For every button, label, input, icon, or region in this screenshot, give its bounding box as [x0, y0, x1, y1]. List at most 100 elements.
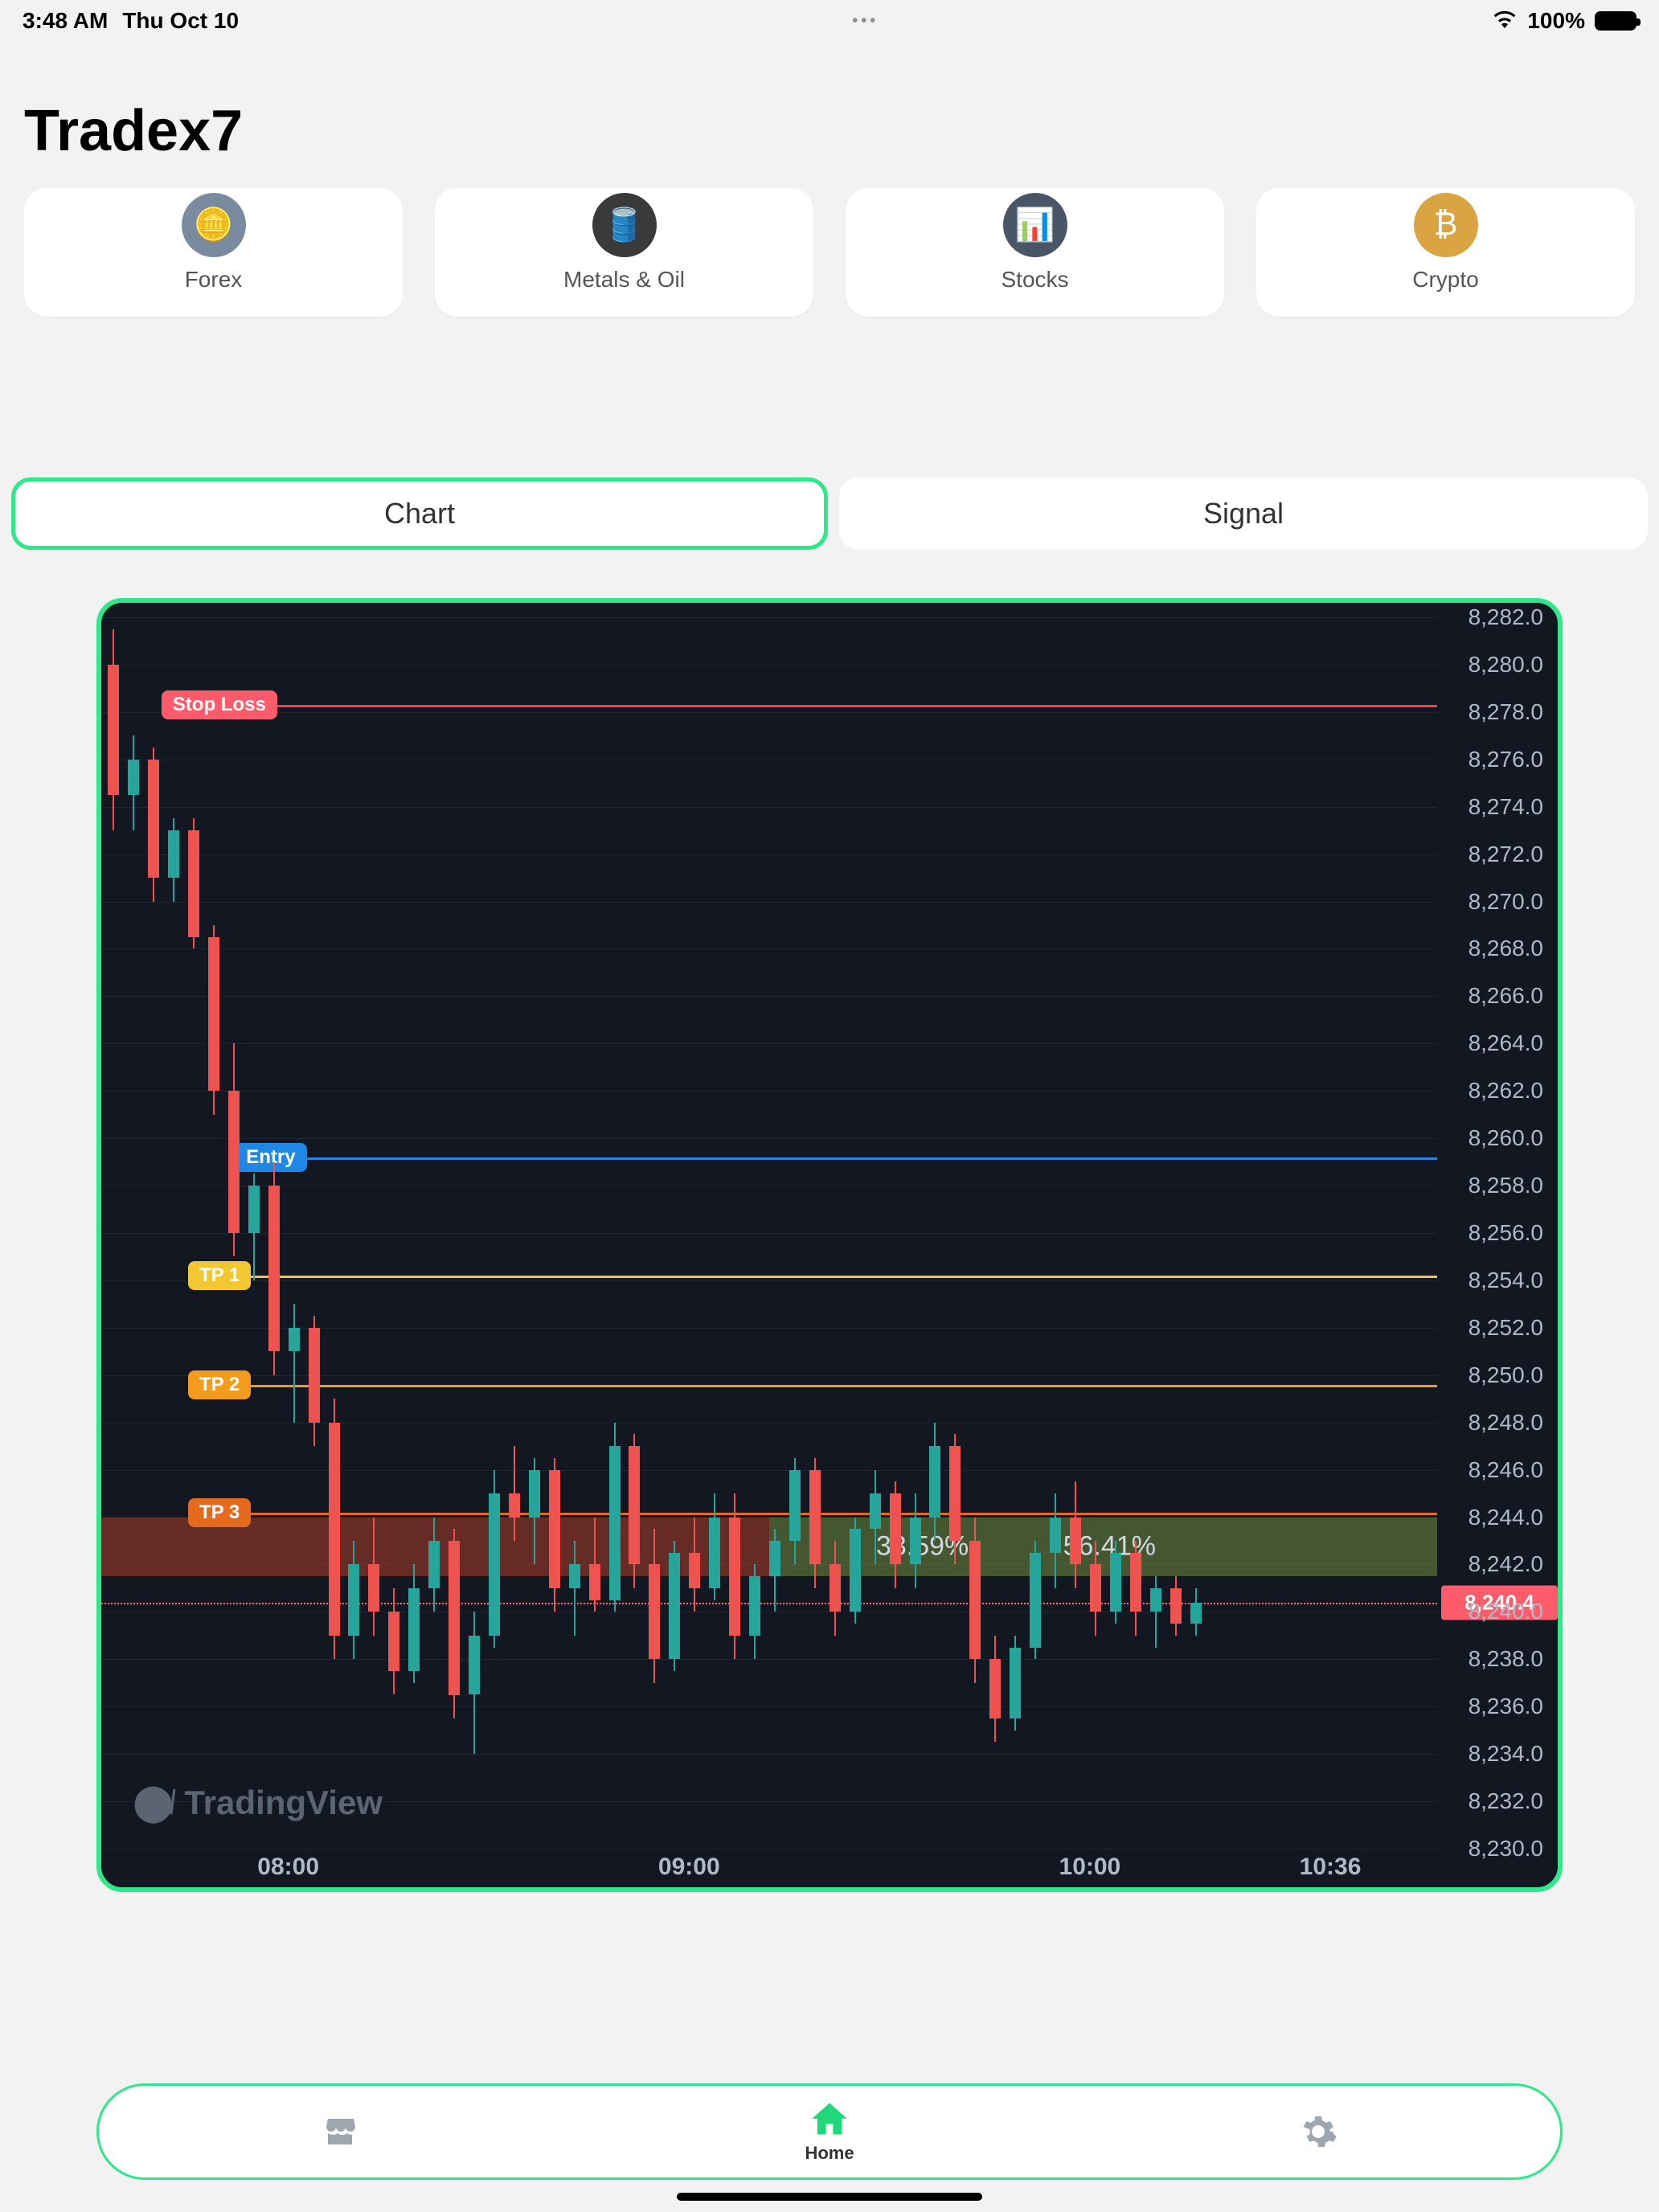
- gridline: [101, 617, 1437, 618]
- nav-market[interactable]: [322, 2112, 360, 2151]
- marker-line-tp-1: [228, 1276, 1437, 1278]
- status-time: 3:48 AM: [23, 8, 108, 34]
- gridline: [101, 996, 1437, 997]
- category-card-stocks[interactable]: 📊 Stocks: [846, 188, 1224, 317]
- x-axis-label: 08:00: [257, 1854, 319, 1881]
- y-axis-label: 8,272.0: [1469, 842, 1543, 867]
- y-axis-label: 8,256.0: [1469, 1220, 1543, 1246]
- gridline: [101, 948, 1437, 949]
- y-axis-label: 8,280.0: [1469, 652, 1543, 678]
- multitask-dots-icon: •••: [852, 12, 879, 31]
- y-axis-label: 8,230.0: [1469, 1836, 1543, 1862]
- marker-line-entry: [275, 1157, 1437, 1160]
- nav-home[interactable]: Home: [805, 2099, 854, 2164]
- view-tabs: Chart Signal: [0, 477, 1659, 550]
- gridline: [101, 1233, 1437, 1234]
- gridline: [101, 1043, 1437, 1044]
- y-axis-label: 8,242.0: [1469, 1551, 1543, 1577]
- y-axis-label: 8,262.0: [1469, 1078, 1543, 1104]
- app-title: Tradex7: [0, 42, 1659, 188]
- gridline: [101, 1754, 1437, 1755]
- gridline: [101, 854, 1437, 855]
- y-axis-label: 8,250.0: [1469, 1362, 1543, 1388]
- gridline: [101, 902, 1437, 903]
- y-axis-label: 8,244.0: [1469, 1505, 1543, 1530]
- category-icon: 📊: [1003, 193, 1067, 257]
- gridline: [101, 712, 1437, 713]
- y-axis-label: 8,270.0: [1469, 889, 1543, 915]
- y-axis-label: 8,232.0: [1469, 1788, 1543, 1814]
- tab-chart[interactable]: Chart: [11, 477, 828, 550]
- marker-tag-stop-loss: Stop Loss: [162, 690, 277, 719]
- gridline: [101, 1091, 1437, 1092]
- x-axis-label: 09:00: [658, 1854, 720, 1881]
- tab-signal[interactable]: Signal: [839, 477, 1648, 550]
- nav-home-label: Home: [805, 2143, 854, 2164]
- marker-tag-tp-2: TP 2: [188, 1370, 251, 1399]
- current-price-line: [101, 1603, 1437, 1604]
- tradingview-logo-icon: ⬤᜵: [133, 1782, 171, 1823]
- gridline: [101, 807, 1437, 808]
- watermark-text: TradingView: [184, 1784, 383, 1822]
- marker-tag-tp-1: TP 1: [188, 1261, 251, 1290]
- battery-percent: 100%: [1527, 8, 1585, 34]
- gridline: [101, 1470, 1437, 1471]
- tab-chart-label: Chart: [384, 497, 455, 530]
- gridline: [101, 1280, 1437, 1281]
- y-axis-label: 8,252.0: [1469, 1315, 1543, 1341]
- y-axis-label: 8,276.0: [1469, 747, 1543, 772]
- tab-signal-label: Signal: [1203, 497, 1284, 530]
- y-axis-label: 8,234.0: [1469, 1741, 1543, 1767]
- category-label: Forex: [185, 267, 243, 293]
- status-bar: 3:48 AM Thu Oct 10 ••• 100%: [0, 0, 1659, 42]
- y-axis-label: 8,282.0: [1469, 604, 1543, 630]
- y-axis-label: 8,266.0: [1469, 983, 1543, 1009]
- category-icon: ₿: [1414, 193, 1478, 257]
- gridline: [101, 1375, 1437, 1376]
- category-label: Metals & Oil: [563, 267, 685, 293]
- category-card-forex[interactable]: 🪙 Forex: [24, 188, 403, 317]
- x-axis-label: 10:36: [1300, 1854, 1362, 1881]
- home-icon: [809, 2099, 850, 2141]
- nav-settings[interactable]: [1299, 2112, 1337, 2151]
- gridline: [101, 1659, 1437, 1660]
- marker-tag-entry: Entry: [235, 1143, 306, 1172]
- gridline: [101, 1138, 1437, 1139]
- gear-icon: [1299, 2112, 1337, 2151]
- gridline: [101, 665, 1437, 666]
- y-axis-label: 8,238.0: [1469, 1646, 1543, 1672]
- category-icon: 🛢️: [592, 193, 657, 257]
- y-axis-label: 8,258.0: [1469, 1173, 1543, 1198]
- gridline: [101, 1328, 1437, 1329]
- y-axis-label: 8,268.0: [1469, 936, 1543, 961]
- store-icon: [322, 2112, 360, 2151]
- home-indicator: [677, 2193, 982, 2201]
- y-axis-label: 8,248.0: [1469, 1410, 1543, 1436]
- status-date: Thu Oct 10: [122, 8, 239, 34]
- category-label: Crypto: [1412, 267, 1478, 293]
- y-axis-label: 8,246.0: [1469, 1457, 1543, 1483]
- price-chart[interactable]: 33.59%56.41%Stop LossEntryTP 1TP 2TP 38,…: [96, 598, 1563, 1892]
- battery-icon: [1595, 11, 1636, 31]
- category-row: 🪙 Forex🛢️ Metals & Oil📊 Stocks₿ Crypto: [0, 188, 1659, 317]
- category-icon: 🪙: [182, 193, 246, 257]
- y-axis-label: 8,264.0: [1469, 1030, 1543, 1056]
- y-axis-label: 8,240.0: [1469, 1599, 1543, 1624]
- category-card-metals-oil[interactable]: 🛢️ Metals & Oil: [435, 188, 813, 317]
- gridline: [101, 1706, 1437, 1707]
- x-axis-label: 10:00: [1059, 1854, 1121, 1881]
- marker-line-tp-3: [228, 1513, 1437, 1515]
- y-axis-label: 8,254.0: [1469, 1268, 1543, 1293]
- wifi-icon: [1492, 8, 1518, 34]
- category-label: Stocks: [1001, 267, 1068, 293]
- y-axis-label: 8,278.0: [1469, 699, 1543, 725]
- y-axis-label: 8,274.0: [1469, 794, 1543, 820]
- marker-line-stop-loss: [202, 705, 1437, 707]
- y-axis-label: 8,236.0: [1469, 1694, 1543, 1719]
- marker-line-tp-2: [228, 1385, 1437, 1387]
- bottom-nav: Home: [96, 2083, 1563, 2180]
- category-card-crypto[interactable]: ₿ Crypto: [1256, 188, 1635, 317]
- y-axis-label: 8,260.0: [1469, 1125, 1543, 1151]
- marker-tag-tp-3: TP 3: [188, 1498, 251, 1527]
- tradingview-watermark: ⬤᜵ TradingView: [133, 1782, 383, 1823]
